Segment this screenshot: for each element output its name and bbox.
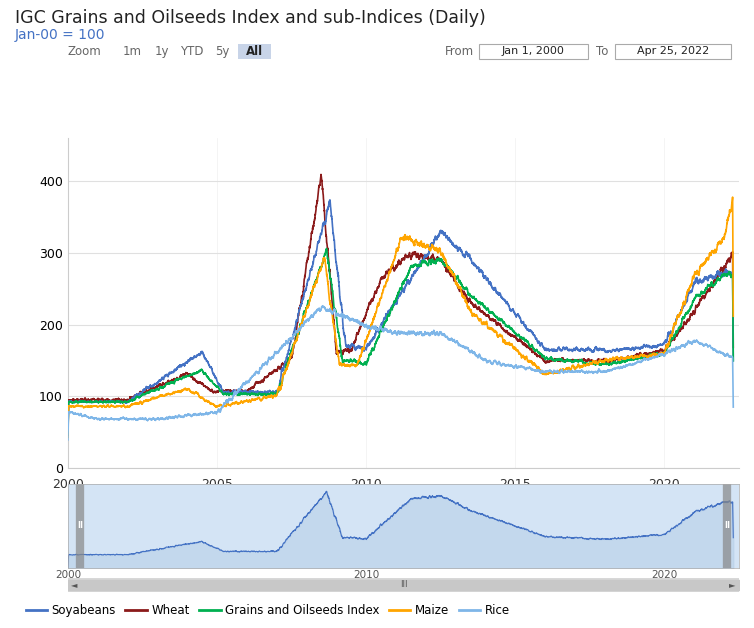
Text: To: To	[596, 45, 608, 58]
Text: ►: ►	[729, 580, 736, 589]
Text: ◄: ◄	[71, 580, 78, 589]
Legend: Soyabeans, Wheat, Grains and Oilseeds Index, Maize, Rice: Soyabeans, Wheat, Grains and Oilseeds In…	[21, 600, 515, 622]
Text: Jan-00 = 100: Jan-00 = 100	[15, 28, 106, 42]
Text: 1m: 1m	[122, 45, 142, 58]
Text: II: II	[724, 521, 730, 531]
Text: Zoom: Zoom	[68, 45, 102, 58]
Text: IGC Grains and Oilseeds Index and sub-Indices (Daily): IGC Grains and Oilseeds Index and sub-In…	[15, 9, 486, 28]
Text: YTD: YTD	[180, 45, 204, 58]
Text: Apr 25, 2022: Apr 25, 2022	[637, 46, 709, 57]
Text: II: II	[77, 521, 83, 531]
Text: All: All	[247, 45, 263, 58]
Text: III: III	[400, 580, 407, 589]
Text: Jan 1, 2000: Jan 1, 2000	[502, 46, 565, 57]
Text: 1y: 1y	[155, 45, 170, 58]
Text: From: From	[445, 45, 474, 58]
Text: 5y: 5y	[215, 45, 230, 58]
